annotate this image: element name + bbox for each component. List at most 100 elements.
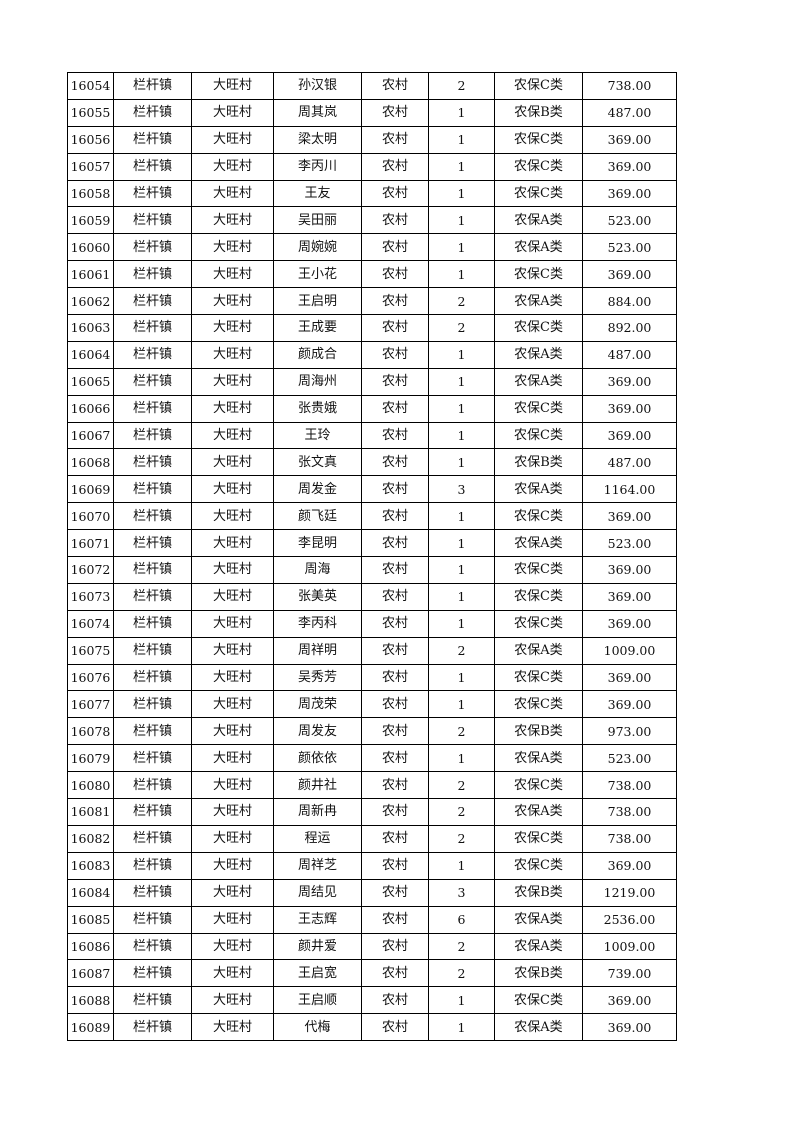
- person-name-cell: 梁太明: [273, 125, 362, 154]
- person-name-cell: 周新冉: [273, 798, 362, 826]
- table-row: 16055 栏杆镇 大旺村 周其岚 农村 1 农保B类 487.00: [67, 98, 677, 127]
- record-id-cell: 16069: [67, 475, 114, 504]
- record-id-cell: 16059: [67, 206, 114, 235]
- person-name-cell: 王志辉: [273, 905, 362, 934]
- household-type-cell: 农村: [361, 529, 429, 558]
- village-cell: 大旺村: [191, 314, 274, 342]
- insurance-category-cell: 农保B类: [494, 98, 583, 127]
- insurance-category-cell: 农保B类: [494, 878, 583, 907]
- town-cell: 栏杆镇: [113, 582, 192, 611]
- amount-cell: 369.00: [582, 260, 677, 289]
- person-name-cell: 周其岚: [273, 98, 362, 127]
- table-row: 16054 栏杆镇 大旺村 孙汉银 农村 2 农保C类 738.00: [67, 72, 677, 100]
- member-count-cell: 2: [428, 72, 495, 100]
- person-name-cell: 王启顺: [273, 986, 362, 1015]
- record-id-cell: 16075: [67, 636, 114, 665]
- person-name-cell: 程运: [273, 824, 362, 853]
- insurance-category-cell: 农保C类: [494, 502, 583, 531]
- insurance-category-cell: 农保A类: [494, 206, 583, 235]
- village-cell: 大旺村: [191, 448, 274, 477]
- household-type-cell: 农村: [361, 233, 429, 262]
- record-id-cell: 16084: [67, 878, 114, 907]
- amount-cell: 523.00: [582, 233, 677, 262]
- insurance-category-cell: 农保C类: [494, 260, 583, 289]
- table-row: 16084 栏杆镇 大旺村 周结见 农村 3 农保B类 1219.00: [67, 878, 677, 907]
- town-cell: 栏杆镇: [113, 367, 192, 396]
- member-count-cell: 2: [428, 771, 495, 800]
- record-id-cell: 16062: [67, 287, 114, 316]
- village-cell: 大旺村: [191, 260, 274, 289]
- insurance-category-cell: 农保C类: [494, 556, 583, 584]
- village-cell: 大旺村: [191, 663, 274, 692]
- town-cell: 栏杆镇: [113, 986, 192, 1015]
- table-row: 16061 栏杆镇 大旺村 王小花 农村 1 农保C类 369.00: [67, 260, 677, 289]
- record-id-cell: 16074: [67, 609, 114, 638]
- member-count-cell: 2: [428, 959, 495, 988]
- amount-cell: 738.00: [582, 771, 677, 800]
- record-id-cell: 16089: [67, 1013, 114, 1042]
- member-count-cell: 1: [428, 421, 495, 450]
- person-name-cell: 周祥芝: [273, 851, 362, 880]
- town-cell: 栏杆镇: [113, 475, 192, 504]
- insurance-category-cell: 农保A类: [494, 636, 583, 665]
- amount-cell: 487.00: [582, 448, 677, 477]
- village-cell: 大旺村: [191, 556, 274, 584]
- record-id-cell: 16078: [67, 717, 114, 746]
- person-name-cell: 王友: [273, 179, 362, 208]
- member-count-cell: 2: [428, 717, 495, 746]
- member-count-cell: 2: [428, 287, 495, 316]
- person-name-cell: 周发友: [273, 717, 362, 746]
- person-name-cell: 颜依依: [273, 744, 362, 773]
- amount-cell: 369.00: [582, 502, 677, 531]
- table-row: 16065 栏杆镇 大旺村 周海州 农村 1 农保A类 369.00: [67, 367, 677, 396]
- member-count-cell: 1: [428, 690, 495, 719]
- person-name-cell: 颜井爱: [273, 932, 362, 961]
- member-count-cell: 2: [428, 798, 495, 826]
- person-name-cell: 吴秀芳: [273, 663, 362, 692]
- table-row: 16079 栏杆镇 大旺村 颜依依 农村 1 农保A类 523.00: [67, 744, 677, 773]
- record-id-cell: 16064: [67, 340, 114, 369]
- village-cell: 大旺村: [191, 287, 274, 316]
- table-row: 16073 栏杆镇 大旺村 张美英 农村 1 农保C类 369.00: [67, 582, 677, 611]
- household-type-cell: 农村: [361, 663, 429, 692]
- village-cell: 大旺村: [191, 1013, 274, 1042]
- amount-cell: 487.00: [582, 98, 677, 127]
- insurance-category-cell: 农保A类: [494, 932, 583, 961]
- record-id-cell: 16073: [67, 582, 114, 611]
- town-cell: 栏杆镇: [113, 233, 192, 262]
- person-name-cell: 周结见: [273, 878, 362, 907]
- member-count-cell: 6: [428, 905, 495, 934]
- person-name-cell: 张文真: [273, 448, 362, 477]
- record-id-cell: 16083: [67, 851, 114, 880]
- person-name-cell: 李丙川: [273, 152, 362, 181]
- insurance-category-cell: 农保C类: [494, 125, 583, 154]
- household-type-cell: 农村: [361, 125, 429, 154]
- member-count-cell: 1: [428, 1013, 495, 1042]
- table-row: 16088 栏杆镇 大旺村 王启顺 农村 1 农保C类 369.00: [67, 986, 677, 1015]
- member-count-cell: 1: [428, 851, 495, 880]
- record-id-cell: 16081: [67, 798, 114, 826]
- amount-cell: 369.00: [582, 663, 677, 692]
- record-id-cell: 16071: [67, 529, 114, 558]
- amount-cell: 1009.00: [582, 636, 677, 665]
- village-cell: 大旺村: [191, 233, 274, 262]
- member-count-cell: 2: [428, 824, 495, 853]
- amount-cell: 892.00: [582, 314, 677, 342]
- village-cell: 大旺村: [191, 771, 274, 800]
- person-name-cell: 李昆明: [273, 529, 362, 558]
- amount-cell: 523.00: [582, 529, 677, 558]
- member-count-cell: 1: [428, 448, 495, 477]
- member-count-cell: 1: [428, 152, 495, 181]
- household-type-cell: 农村: [361, 824, 429, 853]
- town-cell: 栏杆镇: [113, 1013, 192, 1042]
- village-cell: 大旺村: [191, 932, 274, 961]
- table-row: 16058 栏杆镇 大旺村 王友 农村 1 农保C类 369.00: [67, 179, 677, 208]
- record-id-cell: 16087: [67, 959, 114, 988]
- member-count-cell: 1: [428, 582, 495, 611]
- household-type-cell: 农村: [361, 367, 429, 396]
- member-count-cell: 1: [428, 367, 495, 396]
- person-name-cell: 周海州: [273, 367, 362, 396]
- record-id-cell: 16055: [67, 98, 114, 127]
- town-cell: 栏杆镇: [113, 125, 192, 154]
- village-cell: 大旺村: [191, 609, 274, 638]
